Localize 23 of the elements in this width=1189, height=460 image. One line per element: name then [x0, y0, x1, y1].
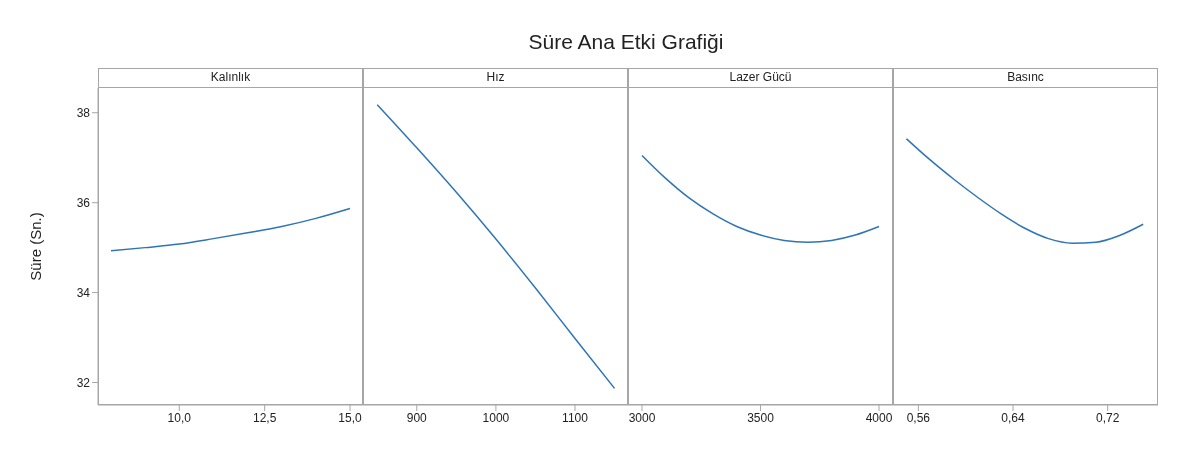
x-tick-label: 15,0 [338, 410, 363, 425]
x-axis-title: Lazer Gücü [628, 68, 893, 88]
y-tick-label: 32 [76, 375, 91, 390]
x-tick-label: 900 [406, 410, 428, 425]
x-tick-label: 4000 [865, 410, 893, 425]
chart-title: Süre Ana Etki Grafiği [527, 30, 725, 54]
x-tick-label: 1100 [562, 410, 589, 425]
x-tick-label: 10,0 [167, 410, 192, 425]
y-tick-label: 38 [76, 105, 91, 120]
y-axis-title: Süre (Sn.) [27, 212, 45, 281]
x-tick-label: 0,72 [1096, 410, 1120, 425]
x-axis-title: Basınc [893, 68, 1158, 88]
x-tick-label: 0,56 [906, 410, 931, 425]
x-tick-label: 1000 [482, 410, 510, 425]
x-tick-label: 3000 [628, 410, 656, 425]
x-tick-label: 12,5 [252, 410, 277, 425]
x-axis-title: Kalınlık [98, 68, 363, 88]
line-series [110, 207, 351, 252]
x-tick-label: 3500 [747, 410, 775, 425]
y-tick-label: 34 [76, 285, 91, 300]
x-axis-title: Hız [363, 68, 628, 88]
y-tick-label: 36 [76, 195, 91, 210]
x-tick-label: 0,64 [1001, 410, 1026, 425]
